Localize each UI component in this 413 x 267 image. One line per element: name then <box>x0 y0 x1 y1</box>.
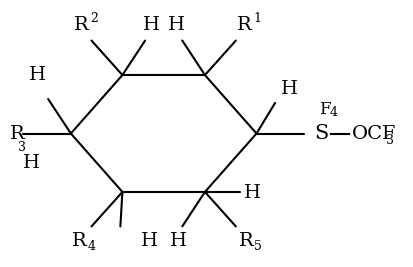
Text: R: R <box>238 232 253 250</box>
Text: 4: 4 <box>329 106 337 119</box>
Text: R: R <box>236 16 251 34</box>
Text: OCF: OCF <box>351 124 395 143</box>
Text: H: H <box>167 16 184 34</box>
Text: H: H <box>169 232 186 250</box>
Text: H: H <box>244 184 261 202</box>
Text: R: R <box>71 232 86 250</box>
Text: H: H <box>140 232 157 250</box>
Text: F: F <box>318 101 330 118</box>
Text: 3: 3 <box>18 142 26 155</box>
Text: 5: 5 <box>254 240 262 253</box>
Text: 1: 1 <box>253 11 261 25</box>
Text: R: R <box>10 124 24 143</box>
Text: S: S <box>313 124 328 143</box>
Text: H: H <box>23 154 40 172</box>
Text: 3: 3 <box>386 134 394 147</box>
Text: R: R <box>74 16 88 34</box>
Text: 4: 4 <box>87 240 95 253</box>
Text: 2: 2 <box>90 11 98 25</box>
Text: H: H <box>142 16 159 34</box>
Text: H: H <box>280 80 297 98</box>
Text: H: H <box>29 66 46 84</box>
